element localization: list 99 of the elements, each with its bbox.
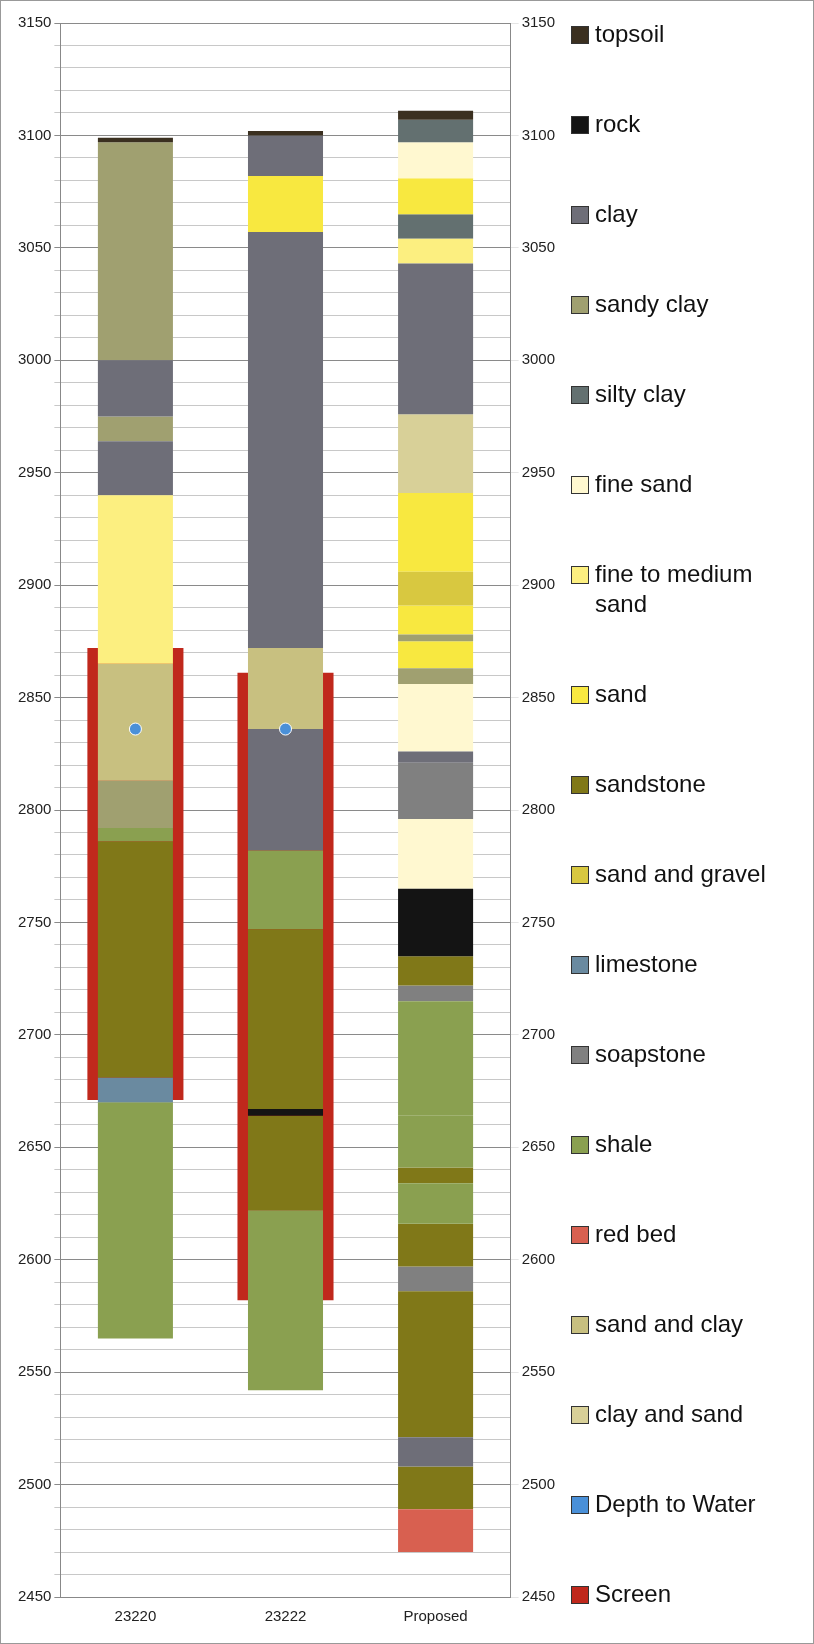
- bar: [398, 818, 474, 889]
- bar: [247, 1115, 324, 1211]
- y-tick-label: 3050: [17, 238, 52, 255]
- legend-label: fine to medium sand: [595, 559, 754, 619]
- legend-label: fine sand: [595, 469, 693, 499]
- bar: [97, 1102, 173, 1339]
- bar: [398, 414, 474, 493]
- bar: [398, 956, 474, 986]
- y2-tick-label: 3050: [521, 238, 556, 255]
- legend-label: sandy clay: [595, 289, 709, 319]
- bar: [97, 841, 173, 1078]
- y2-tick-label: 2800: [521, 800, 556, 818]
- bar: [398, 1223, 474, 1267]
- y-tick-label: 3000: [17, 350, 52, 368]
- bar: [97, 780, 173, 828]
- y2-tick-label: 2550: [521, 1362, 556, 1380]
- y2-tick-label: 2950: [521, 462, 556, 480]
- bar: [97, 663, 173, 781]
- bar: [97, 441, 173, 496]
- y2-tick-label: 2450: [521, 1587, 556, 1605]
- bar: [247, 232, 324, 649]
- legend-label: clay and sand: [595, 1399, 744, 1429]
- y2-tick-label: 3100: [521, 125, 556, 143]
- bar: [398, 119, 474, 143]
- legend-label: red bed: [595, 1219, 677, 1249]
- x-tick-label: 23222: [264, 1607, 307, 1625]
- y-tick-label: 2450: [17, 1587, 52, 1605]
- y2-tick-label: 2850: [521, 687, 556, 705]
- y-tick-label: 2750: [17, 912, 52, 930]
- legend-label: topsoil: [595, 19, 665, 49]
- bar: [398, 1509, 474, 1553]
- y-tick-label: 2600: [17, 1249, 52, 1267]
- bar: [398, 263, 474, 415]
- bar: [398, 492, 474, 572]
- bar: [97, 360, 173, 417]
- legend-label: sand and clay: [595, 1309, 744, 1339]
- bar: [398, 668, 474, 685]
- y-tick-label: 2800: [17, 800, 52, 818]
- y2-tick-label: 2650: [521, 1137, 556, 1155]
- x-tick-label: Proposed: [403, 1607, 468, 1625]
- bar: [247, 175, 324, 233]
- y2-tick-label: 2600: [521, 1249, 556, 1267]
- bar: [97, 416, 173, 442]
- bar: [247, 135, 324, 176]
- y-tick-label: 2950: [17, 462, 52, 480]
- bar: [398, 684, 474, 752]
- bar: [398, 238, 474, 264]
- y-tick-label: 3150: [17, 13, 52, 31]
- bar: [398, 1266, 474, 1292]
- bar: [247, 648, 324, 730]
- y2-tick-label: 2750: [521, 912, 556, 930]
- y2-tick-label: 2500: [521, 1474, 556, 1492]
- legend-label: sand: [595, 679, 648, 709]
- legend-label: Screen: [595, 1579, 672, 1609]
- bar: [398, 1167, 474, 1184]
- bar: [398, 641, 474, 669]
- bar: [398, 751, 474, 763]
- bar: [247, 1210, 324, 1391]
- bar: [398, 985, 474, 1002]
- bar: [97, 495, 173, 664]
- bar: [398, 571, 474, 606]
- bar: [398, 605, 474, 635]
- y-tick-label: 2650: [17, 1137, 52, 1155]
- y-tick-label: 2550: [17, 1362, 52, 1380]
- legend-label: rock: [595, 109, 641, 139]
- legend-label: soapstone: [595, 1039, 706, 1069]
- y-tick-label: 2900: [17, 575, 52, 593]
- y-tick-label: 3100: [17, 125, 52, 143]
- bar: [247, 1109, 324, 1116]
- legend-label: limestone: [595, 949, 698, 979]
- bar: [398, 1437, 474, 1467]
- bar: [97, 142, 173, 361]
- legend-label: sand and gravel: [595, 859, 766, 889]
- y2-tick-label: 3150: [521, 13, 556, 31]
- bar: [398, 888, 474, 957]
- bar: [97, 1077, 173, 1103]
- legend-label: silty clay: [595, 379, 686, 409]
- bar: [398, 214, 474, 239]
- legend-label: Depth to Water: [595, 1489, 756, 1519]
- y-tick-label: 2850: [17, 687, 52, 705]
- bar: [398, 142, 474, 179]
- y2-tick-label: 2900: [521, 575, 556, 593]
- bar: [398, 1291, 474, 1438]
- x-tick-label: 23220: [114, 1607, 157, 1625]
- bar: [398, 110, 474, 120]
- bar: [398, 1466, 474, 1510]
- legend-label: sandstone: [595, 769, 706, 799]
- bar: [398, 178, 474, 215]
- y-tick-label: 2700: [17, 1025, 52, 1042]
- bar: [247, 729, 324, 851]
- bar: [247, 850, 324, 930]
- bar: [247, 929, 324, 1110]
- bar: [398, 1183, 474, 1224]
- bar: [97, 827, 173, 842]
- y2-tick-label: 2700: [521, 1025, 556, 1042]
- legend-label: shale: [595, 1129, 653, 1159]
- y2-tick-label: 3000: [521, 350, 556, 368]
- legend-label: clay: [595, 199, 638, 229]
- y-tick-label: 2500: [17, 1474, 52, 1492]
